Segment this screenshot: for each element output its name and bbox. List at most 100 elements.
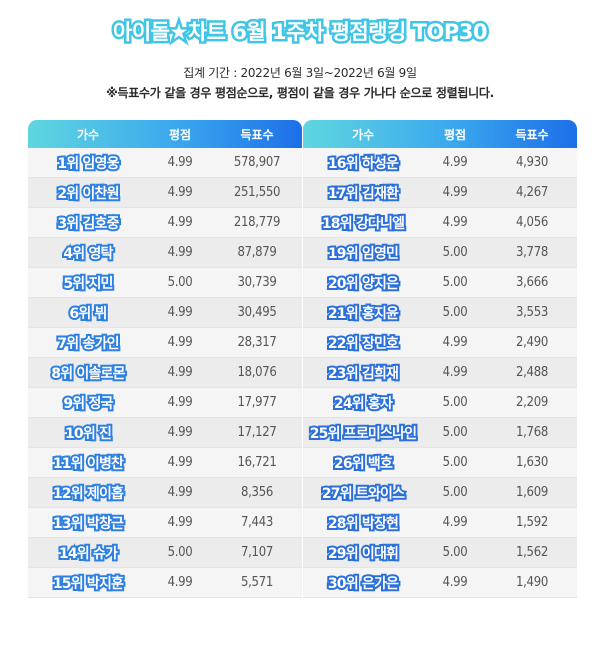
singer-name: 14위 슈가 [57, 544, 120, 564]
rating-value: 4.99 [167, 455, 193, 470]
vote-count: 30,739 [237, 275, 277, 290]
table-row: 24위 홍자 5.00 2,209 [303, 388, 577, 418]
singer-name: 29위 이대휘 [326, 544, 401, 564]
vote-count: 30,495 [237, 305, 277, 320]
rating-value: 4.99 [442, 365, 468, 380]
singer-name: 30위 은가은 [326, 574, 401, 594]
table-row: 15위 박지훈 4.99 5,571 [28, 568, 302, 598]
rating-value: 4.99 [167, 335, 193, 350]
table-row: 3위 김호중 4.99 218,779 [28, 208, 302, 238]
singer-name: 17위 김재환 [326, 184, 401, 204]
vote-count: 1,768 [516, 425, 548, 440]
vote-count: 3,778 [516, 245, 548, 260]
rating-value: 5.00 [167, 275, 193, 290]
singer-name: 9위 정국 [61, 394, 115, 414]
rating-value: 4.99 [442, 335, 468, 350]
vote-count: 17,977 [237, 395, 277, 410]
rating-value: 4.99 [167, 245, 193, 260]
rating-value: 4.99 [442, 185, 468, 200]
singer-name: 28위 박장현 [326, 514, 401, 534]
table-row: 27위 트와이스 5.00 1,609 [303, 478, 577, 508]
vote-count: 1,490 [516, 575, 548, 590]
vote-count: 17,127 [237, 425, 277, 440]
table-row: 7위 송가인 4.99 28,317 [28, 328, 302, 358]
singer-name: 6위 뷔 [67, 304, 109, 324]
vote-count: 4,930 [516, 155, 548, 170]
rating-value: 4.99 [442, 575, 468, 590]
table-row: 25위 프로미스나인 5.00 1,768 [303, 418, 577, 448]
table-row: 18위 강다니엘 4.99 4,056 [303, 208, 577, 238]
table-row: 11위 이병찬 4.99 16,721 [28, 448, 302, 478]
table-row: 12위 제이홉 4.99 8,356 [28, 478, 302, 508]
singer-name: 3위 김호중 [55, 214, 121, 234]
table-row: 8위 이솔로몬 4.99 18,076 [28, 358, 302, 388]
vote-count: 3,666 [516, 275, 548, 290]
rating-value: 4.99 [442, 515, 468, 530]
singer-name: 1위 임영웅 [55, 154, 121, 174]
vote-count: 1,562 [516, 545, 548, 560]
singer-name: 18위 강다니엘 [320, 214, 407, 234]
vote-count: 8,356 [241, 485, 273, 500]
singer-name: 25위 프로미스나인 [308, 424, 419, 444]
vote-count: 28,317 [237, 335, 277, 350]
rating-value: 5.00 [442, 485, 468, 500]
table-row: 30위 은가은 4.99 1,490 [303, 568, 577, 598]
vote-count: 2,488 [516, 365, 548, 380]
table-row: 19위 임영민 5.00 3,778 [303, 238, 577, 268]
rating-value: 4.99 [167, 365, 193, 380]
singer-name: 13위 박창근 [51, 514, 126, 534]
table-row: 4위 영탁 4.99 87,879 [28, 238, 302, 268]
table-header: 가수 평점 득표수 [303, 120, 577, 148]
rating-value: 4.99 [442, 215, 468, 230]
column-header-singer: 가수 [351, 127, 375, 142]
rating-value: 4.99 [167, 425, 193, 440]
singer-name: 15위 박지훈 [51, 574, 126, 594]
singer-name: 20위 양지은 [326, 274, 401, 294]
vote-count: 1,609 [516, 485, 548, 500]
singer-name: 23위 김희재 [326, 364, 401, 384]
rating-value: 4.99 [167, 395, 193, 410]
rating-value: 5.00 [442, 305, 468, 320]
singer-name: 5위 지민 [61, 274, 115, 294]
table-body: 1위 임영웅 4.99 578,907 2위 이찬원 4.99 251,550 3위 김호중… [28, 148, 302, 598]
rating-value: 4.99 [167, 185, 193, 200]
rating-value: 5.00 [442, 395, 468, 410]
singer-name: 7위 송가인 [55, 334, 121, 354]
ranking-table-right: 가수 평점 득표수 16위 하성운 4.99 4,930 17위 김재환 4.99 4,2… [303, 120, 577, 598]
table-row: 9위 정국 4.99 17,977 [28, 388, 302, 418]
rating-value: 5.00 [442, 245, 468, 260]
table-row: 6위 뷔 4.99 30,495 [28, 298, 302, 328]
table-row: 22위 장민호 4.99 2,490 [303, 328, 577, 358]
vote-count: 18,076 [237, 365, 277, 380]
rating-value: 4.99 [167, 215, 193, 230]
singer-name: 26위 백호 [332, 454, 395, 474]
rating-value: 4.99 [167, 155, 193, 170]
vote-count: 2,490 [516, 335, 548, 350]
table-row: 14위 슈가 5.00 7,107 [28, 538, 302, 568]
vote-count: 7,443 [241, 515, 273, 530]
table-row: 1위 임영웅 4.99 578,907 [28, 148, 302, 178]
vote-count: 251,550 [233, 185, 281, 200]
column-header-votes: 득표수 [240, 127, 274, 142]
table-row: 17위 김재환 4.99 4,267 [303, 178, 577, 208]
table-row: 23위 김희재 4.99 2,488 [303, 358, 577, 388]
table-row: 28위 박장현 4.99 1,592 [303, 508, 577, 538]
rating-value: 5.00 [167, 545, 193, 560]
table-header: 가수 평점 득표수 [28, 120, 302, 148]
rating-value: 4.99 [167, 485, 193, 500]
rating-value: 5.00 [442, 545, 468, 560]
rating-value: 5.00 [442, 455, 468, 470]
rating-value: 4.99 [442, 155, 468, 170]
singer-name: 12위 제이홉 [51, 484, 126, 504]
singer-name: 22위 장민호 [326, 334, 401, 354]
table-row: 10위 진 4.99 17,127 [28, 418, 302, 448]
table-row: 5위 지민 5.00 30,739 [28, 268, 302, 298]
singer-name: 2위 이찬원 [55, 184, 121, 204]
vote-count: 16,721 [237, 455, 277, 470]
vote-count: 4,267 [516, 185, 548, 200]
rating-value: 4.99 [167, 305, 193, 320]
rating-value: 4.99 [167, 515, 193, 530]
singer-name: 27위 트와이스 [320, 484, 407, 504]
vote-count: 5,571 [241, 575, 273, 590]
sort-note: ※득표수가 같을 경우 평점순으로, 평점이 같을 경우 가나다 순으로 정렬됩… [106, 86, 494, 100]
